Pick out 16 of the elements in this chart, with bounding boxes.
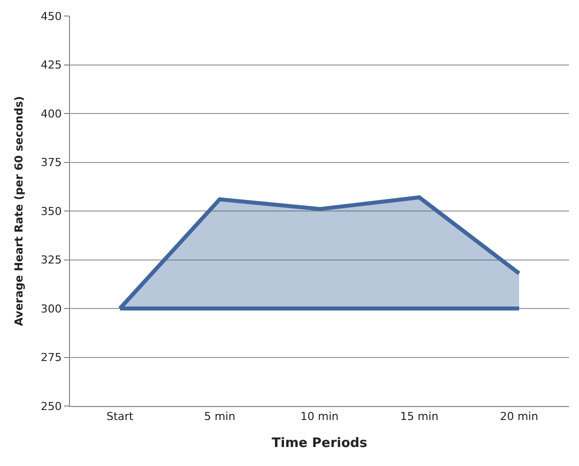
x-tick-label: 10 min — [300, 410, 339, 424]
x-tick-label: 20 min — [500, 410, 538, 424]
y-tick-label: 400 — [40, 107, 62, 120]
x-axis-title: Time Periods — [272, 436, 368, 451]
y-tick-label: 375 — [40, 156, 62, 170]
x-tick-label: 5 min — [204, 410, 236, 424]
y-tick-label: 350 — [40, 204, 62, 218]
y-tick-label: 275 — [40, 351, 62, 364]
x-tick-label: 15 min — [400, 410, 438, 424]
y-tick-label: 250 — [40, 400, 62, 413]
y-tick-label: 450 — [40, 10, 62, 23]
x-tick-label: Start — [106, 410, 134, 424]
y-tick-label: 300 — [40, 302, 62, 316]
y-tick-label: 325 — [40, 254, 62, 267]
y-axis-title: Average Heart Rate (per 60 seconds) — [12, 96, 26, 326]
y-tick-label: 425 — [40, 58, 62, 72]
